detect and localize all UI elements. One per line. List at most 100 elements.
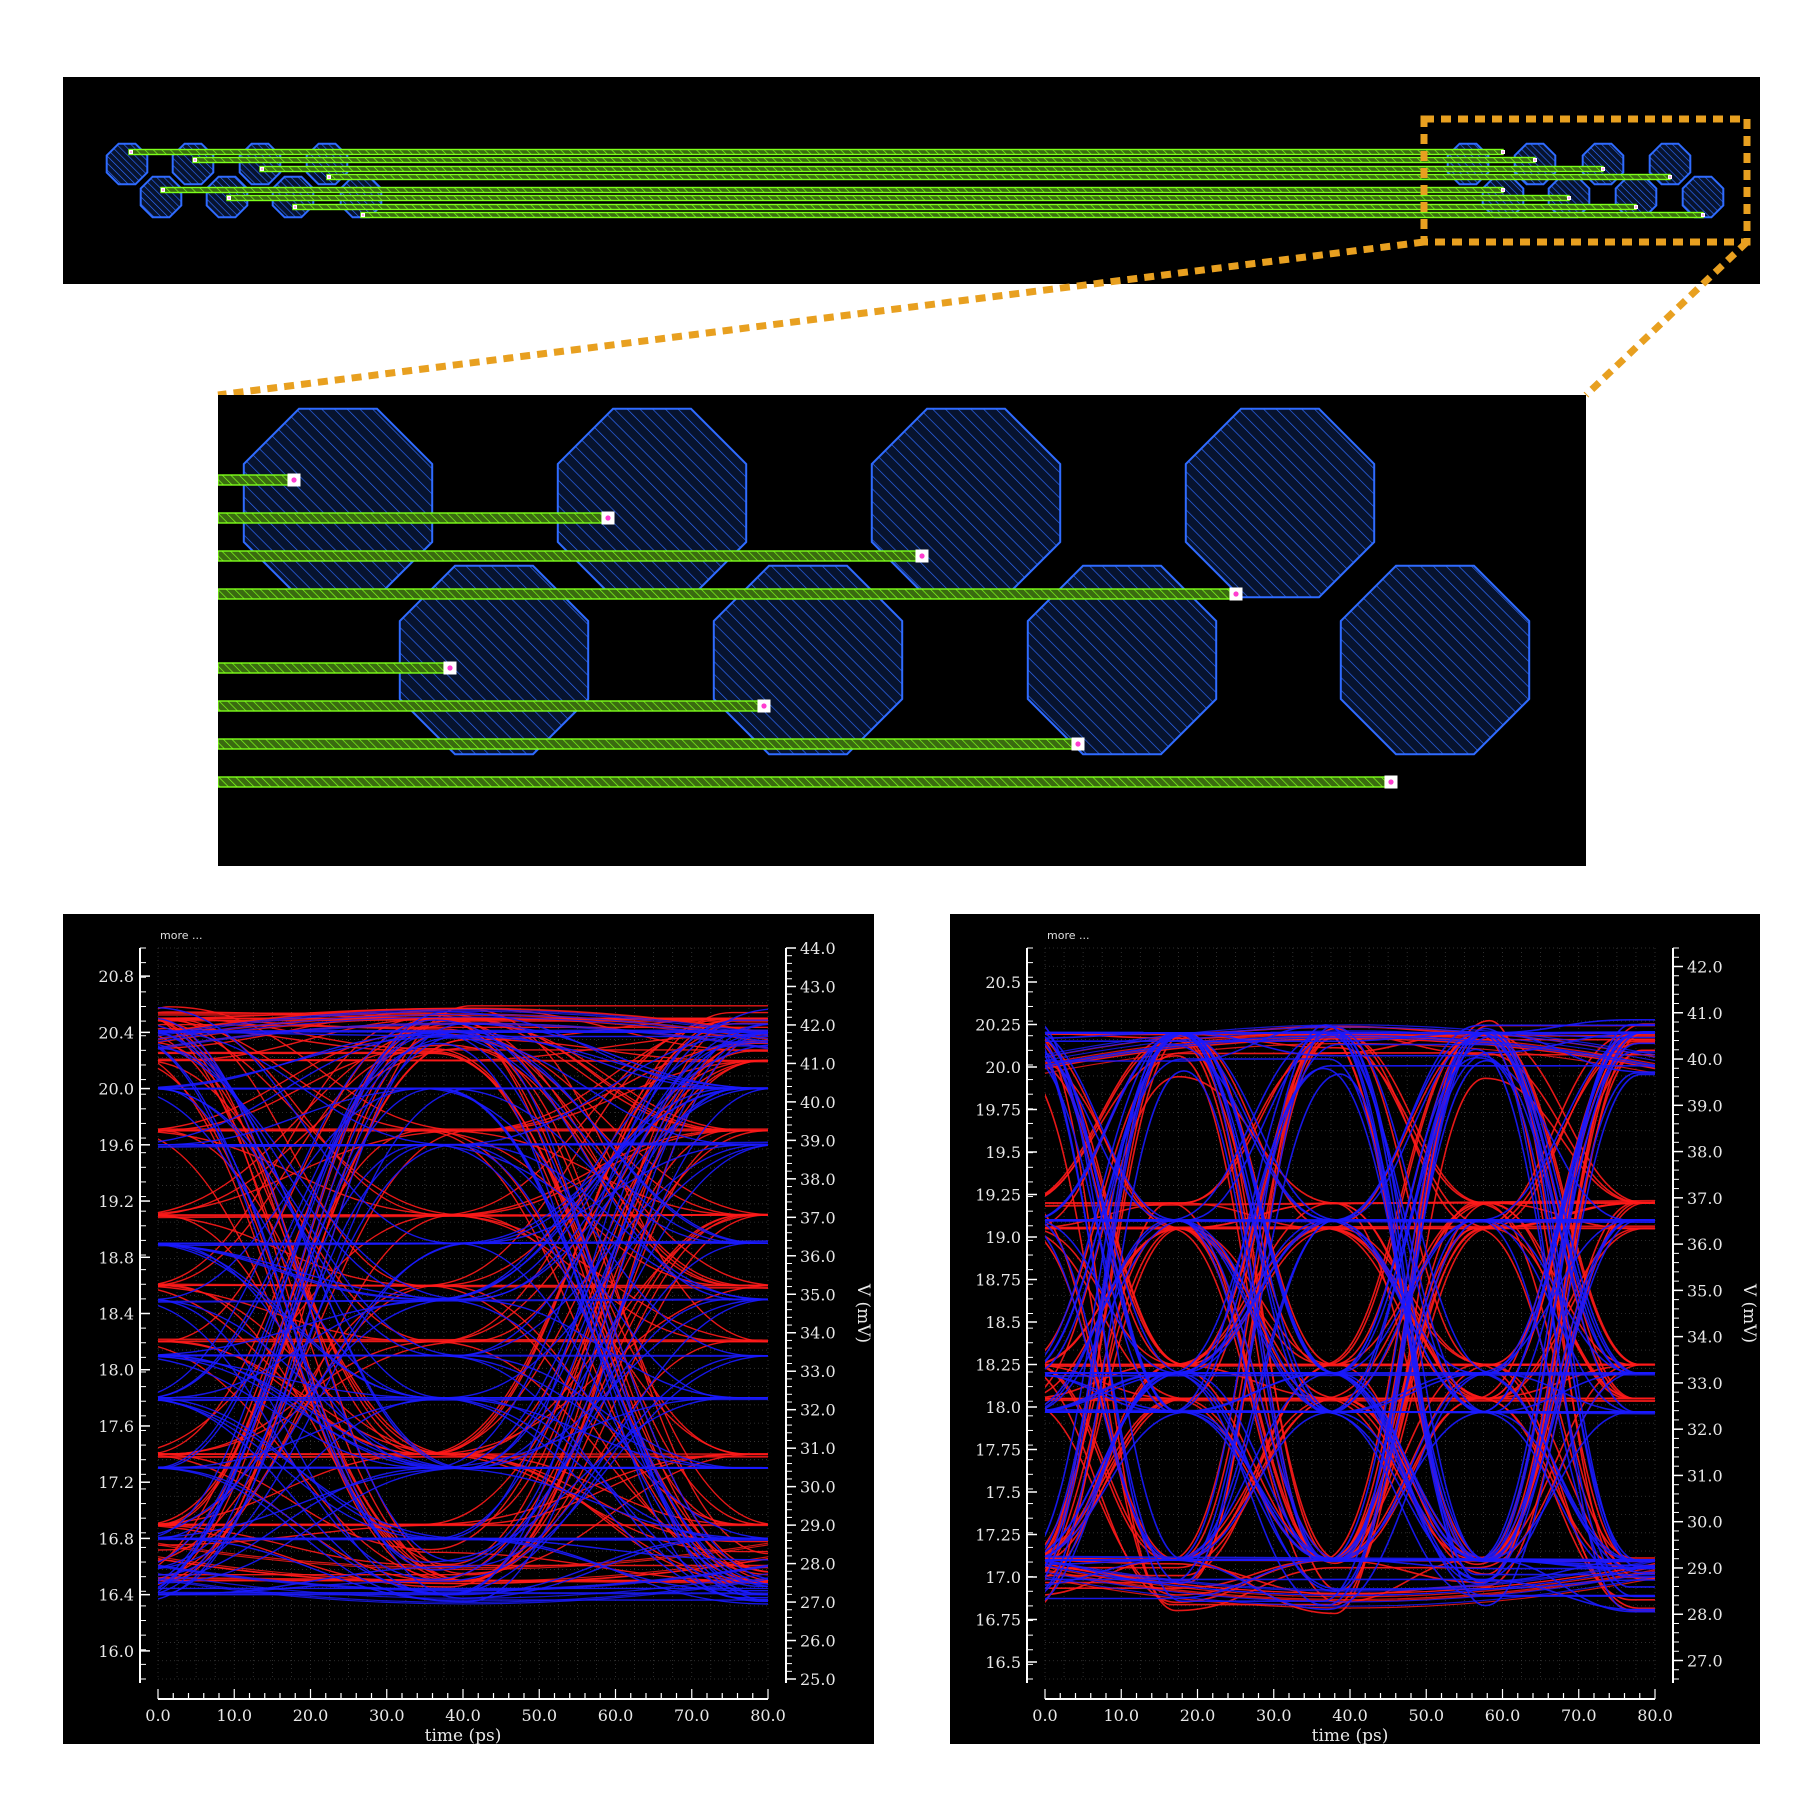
eye-trace: [158, 1008, 768, 1343]
eye-trace: [158, 1017, 768, 1581]
trace-4: [160, 186, 1504, 194]
eye-trace: [1045, 1032, 1655, 1567]
trace-start-pad-5-marker: [228, 197, 230, 199]
x-tick-label: 70.0: [1561, 1706, 1597, 1725]
eye-trace: [158, 1537, 768, 1561]
zoomed-layout-panel: [218, 395, 1586, 866]
x-axis-title: time (ps): [1312, 1726, 1389, 1744]
eye-trace: [1045, 1372, 1655, 1413]
zoom-trace-pad-2-marker: [919, 553, 925, 559]
x-tick-label: 60.0: [1485, 1706, 1521, 1725]
axes: 0.0 10.0 20.0 30.0 40.0 50.0 60.0 70.0 80.0 time …: [975, 947, 1759, 1744]
x-tick-label: 50.0: [1408, 1706, 1444, 1725]
via-left-bottom-0: [139, 175, 183, 219]
y-right-tick-label: 27.0: [1687, 1651, 1723, 1670]
y-left-tick-label: 20.0: [98, 1080, 134, 1099]
y-left-tick-label: 18.5: [985, 1313, 1021, 1332]
y-left-tick-label: 19.6: [98, 1136, 134, 1155]
eye-trace: [1045, 1032, 1655, 1573]
zoom-trace-7: [218, 776, 1386, 788]
y-left-tick-label: 17.0: [985, 1568, 1021, 1587]
trace-end-pad-4-marker: [1502, 189, 1504, 191]
y-right-tick-label: 41.0: [800, 1054, 836, 1073]
zoom-trace-0: [218, 474, 289, 486]
y-right-tick-label: 42.0: [800, 1016, 836, 1035]
eye-trace: [158, 1011, 768, 1455]
trace-start-pad-4-marker: [162, 189, 164, 191]
y-right-tick-label: 40.0: [800, 1093, 836, 1112]
eye-trace: [1045, 1025, 1655, 1204]
eye-level-trace: [1045, 1555, 1655, 1562]
zoom-via-bottom-3: [1339, 564, 1531, 756]
eye-traces: [158, 1005, 768, 1605]
eye-level-trace: [158, 1398, 768, 1402]
x-tick-label: 0.0: [1032, 1706, 1057, 1725]
eye-diagram-right-panel: more ... 0.0 10.0 20.0 30.0 40.0 50.0 60.0 70.0 8…: [950, 914, 1760, 1744]
y-right-tick-label: 30.0: [1687, 1513, 1723, 1532]
more-label[interactable]: more ...: [1047, 929, 1089, 942]
y-left-tick-label: 17.2: [98, 1473, 134, 1492]
zoom-trace-4: [218, 662, 445, 674]
via-right-bottom-3: [1681, 175, 1725, 219]
y-right-tick-label: 29.0: [800, 1516, 836, 1535]
trace-end-pad-5-marker: [1568, 197, 1570, 199]
via-right-bottom-2: [1614, 175, 1658, 219]
y-right-axis-title: V (mV): [1739, 1283, 1759, 1343]
zoom-trace-1: [218, 512, 603, 524]
eye-trace: [1045, 1024, 1655, 1561]
eye-trace: [158, 1130, 768, 1573]
zoom-trace-pad-7-marker: [1388, 779, 1394, 785]
trace-start-pad-0-marker: [130, 151, 132, 153]
eye-trace: [158, 1399, 768, 1605]
eye-trace: [158, 1022, 768, 1343]
x-tick-label: 30.0: [1256, 1706, 1292, 1725]
eye-trace: [158, 1019, 768, 1455]
eye-trace: [1045, 1202, 1655, 1574]
eye-level-trace: [158, 1466, 768, 1469]
eye-trace: [158, 1017, 768, 1525]
eye-trace: [1045, 1032, 1655, 1583]
eye-trace: [158, 1023, 768, 1540]
full-layout-panel: [63, 77, 1760, 284]
y-right-tick-label: 32.0: [800, 1401, 836, 1420]
x-tick-label: 40.0: [1332, 1706, 1368, 1725]
y-left-tick-label: 18.0: [985, 1398, 1021, 1417]
eye-trace: [158, 1144, 768, 1300]
eye-envelope-top: [1045, 1036, 1655, 1067]
zoom-trace-2: [218, 550, 917, 562]
eye-level-trace: [158, 1538, 768, 1541]
eye-envelope-bottom: [1045, 1566, 1655, 1598]
eye-trace: [1045, 1042, 1655, 1611]
y-right-tick-label: 31.0: [800, 1439, 836, 1458]
eye-envelope-bottom: [158, 1578, 768, 1605]
eye-trace: [158, 1008, 768, 1535]
more-label[interactable]: more ...: [160, 929, 202, 942]
y-left-tick-label: 16.0: [98, 1642, 134, 1661]
y-left-tick-label: 20.8: [98, 967, 134, 986]
trace-5: [226, 194, 1570, 202]
eye-trace: [158, 1087, 768, 1563]
eye-level-trace: [158, 1298, 768, 1303]
eye-trace: [1045, 1219, 1655, 1413]
zoom-trace-pad-3-marker: [1233, 591, 1239, 597]
eye-level-trace: [158, 1591, 768, 1595]
x-tick-label: 60.0: [598, 1706, 634, 1725]
eye-diagram-right: more ... 0.0 10.0 20.0 30.0 40.0 50.0 60.0 70.0 8…: [975, 929, 1759, 1744]
eye-trace: [1045, 1048, 1655, 1588]
trace-2: [259, 165, 1604, 173]
y-right-tick-label: 42.0: [1687, 958, 1723, 977]
y-left-tick-label: 19.2: [98, 1192, 134, 1211]
trace-end-pad-1-marker: [1534, 159, 1536, 161]
zoom-trace-3: [218, 588, 1231, 600]
y-right-tick-label: 36.0: [800, 1247, 836, 1266]
trace-start-pad-1-marker: [194, 159, 196, 161]
eye-envelope-bottom: [1045, 1559, 1655, 1591]
eye-trace: [1045, 1019, 1655, 1412]
zoom-via-top-3: [1184, 407, 1376, 599]
y-left-tick-label: 19.25: [975, 1186, 1021, 1205]
eye-trace: [158, 1023, 768, 1596]
eye-envelope-bottom: [158, 1573, 768, 1599]
y-left-tick-label: 20.5: [985, 973, 1021, 992]
eye-trace: [158, 1040, 768, 1399]
x-tick-label: 10.0: [216, 1706, 252, 1725]
